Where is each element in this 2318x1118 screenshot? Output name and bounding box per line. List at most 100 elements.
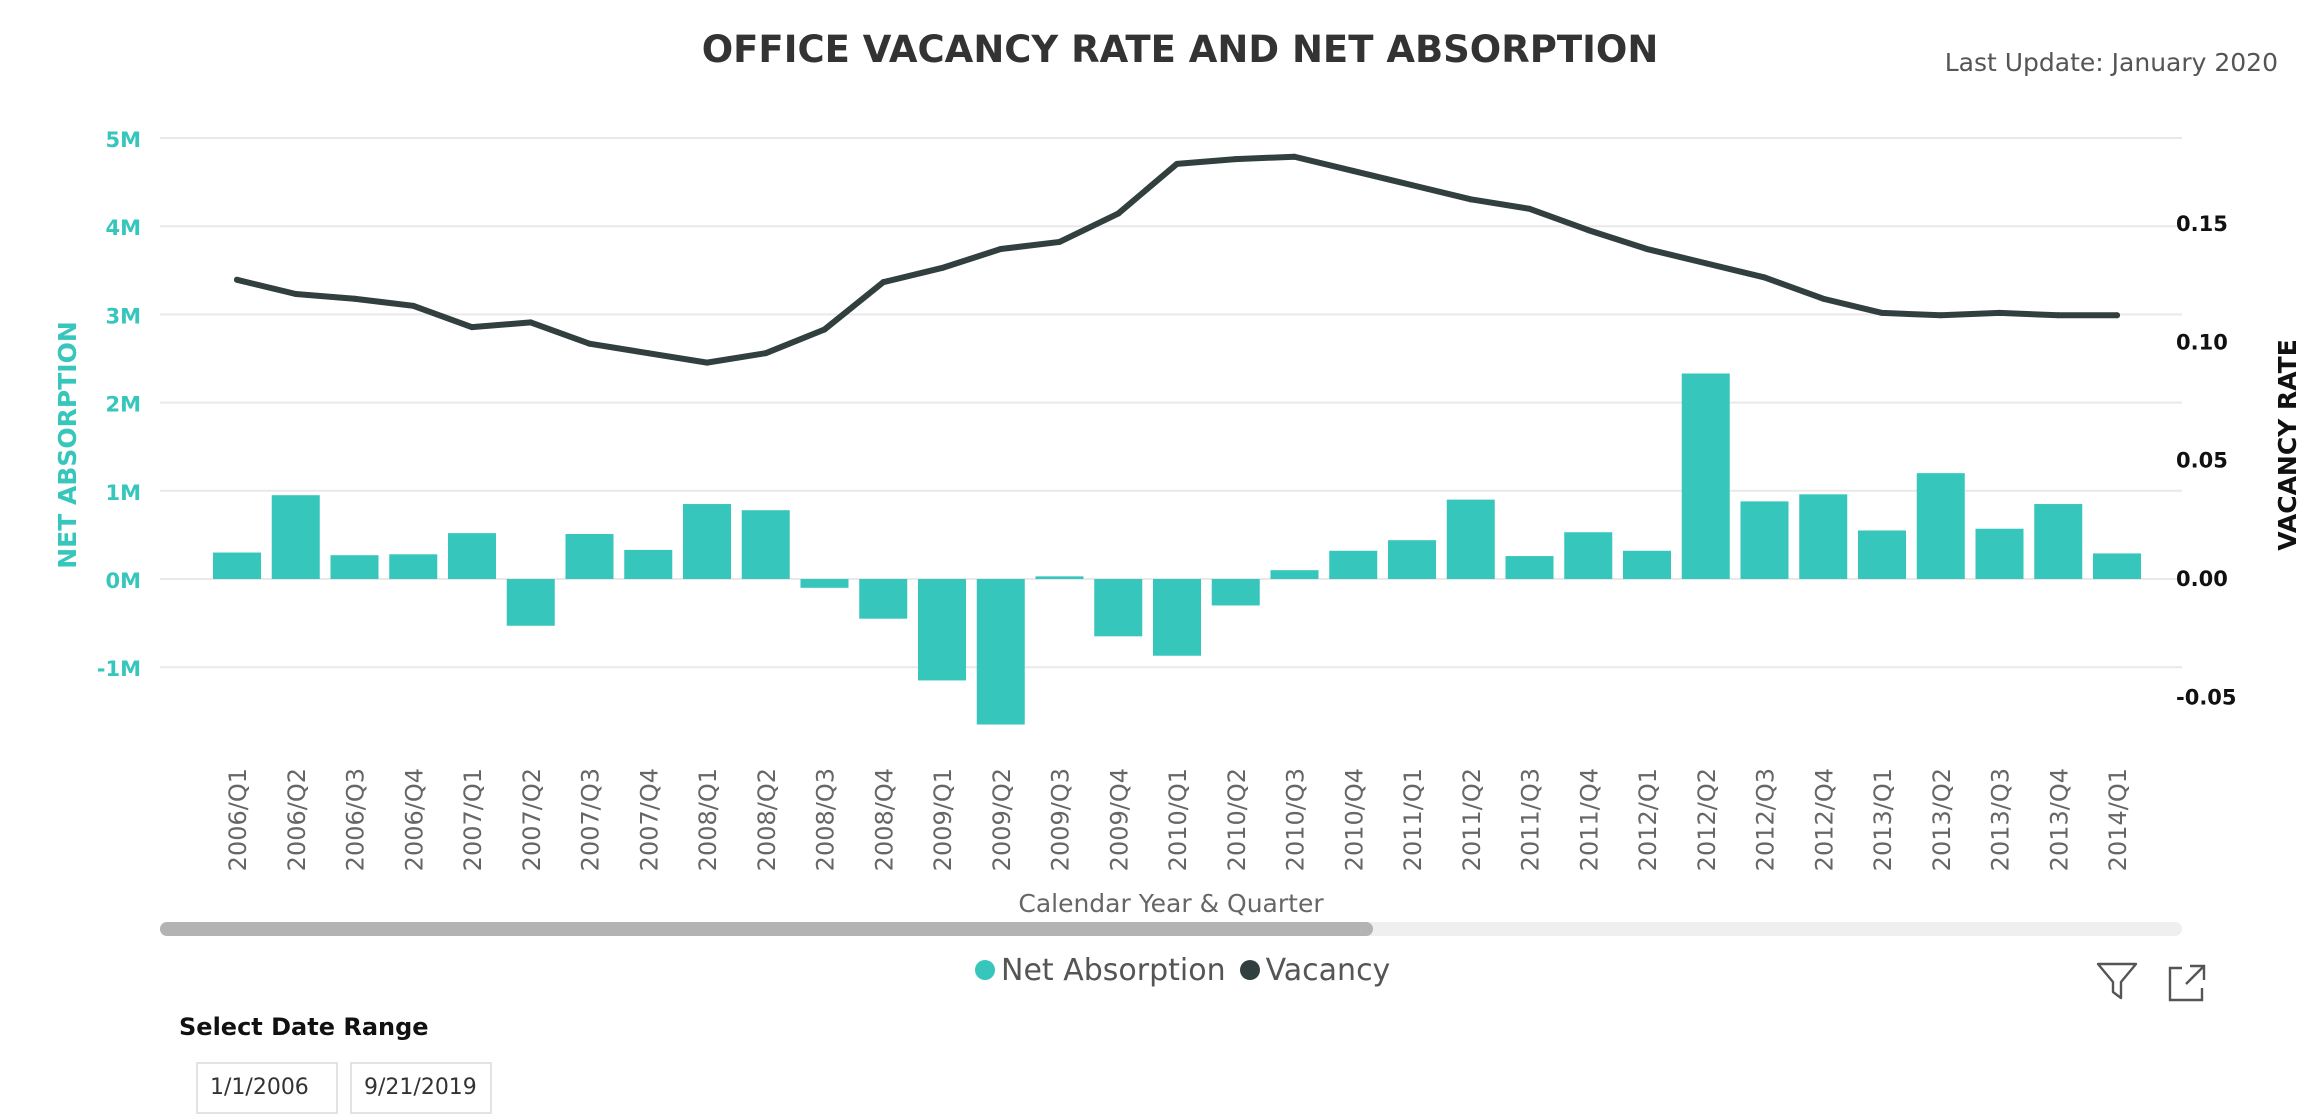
x-tick-label: 2014/Q1 (2104, 768, 2132, 871)
vacancy-point[interactable] (1996, 309, 2003, 316)
x-tick-label: 2008/Q4 (870, 768, 898, 871)
vacancy-line[interactable] (234, 153, 2120, 366)
vacancy-point[interactable] (1585, 227, 1592, 234)
bar-net-absorption-2006-q1[interactable] (213, 552, 261, 579)
legend-item-net-absorption[interactable]: Net Absorption (975, 953, 1226, 988)
bar-net-absorption-2011-q2[interactable] (1446, 499, 1495, 579)
bar-net-absorption-2008-q3[interactable] (800, 579, 849, 588)
x-tick-label: 2010/Q2 (1223, 768, 1251, 871)
bar-net-absorption-2007-q4[interactable] (624, 549, 673, 579)
x-tick-label: 2009/Q4 (1105, 768, 1133, 871)
y-axis-title-left: NET ABSORPTION (53, 321, 82, 569)
vacancy-point[interactable] (1702, 260, 1709, 267)
bar-net-absorption-2012-q1[interactable] (1623, 550, 1671, 579)
vacancy-point[interactable] (762, 350, 769, 357)
vacancy-point[interactable] (1467, 196, 1474, 203)
vacancy-point[interactable] (1350, 167, 1357, 174)
vacancy-point[interactable] (1644, 246, 1650, 253)
bar-net-absorption-2009-q4[interactable] (1094, 579, 1143, 637)
bar-net-absorption-2013-q4[interactable] (2034, 504, 2083, 579)
bar-net-absorption-2014-q1[interactable] (2093, 553, 2141, 579)
vacancy-line-layer (234, 153, 2120, 366)
bar-net-absorption-2008-q2[interactable] (741, 510, 790, 579)
legend-dot-net-absorption (975, 960, 995, 980)
bar-net-absorption-2007-q2[interactable] (506, 579, 555, 626)
y-tick-label-left: 2M (105, 393, 141, 417)
vacancy-point[interactable] (1232, 156, 1239, 163)
x-tick-label: 2013/Q2 (1928, 768, 1956, 871)
bar-net-absorption-2011-q4[interactable] (1564, 532, 1613, 579)
bar-net-absorption-2007-q3[interactable] (565, 534, 614, 579)
vacancy-point[interactable] (292, 291, 299, 297)
focus-mode-icon[interactable] (2166, 962, 2212, 1008)
vacancy-point[interactable] (469, 324, 475, 331)
legend-label: Net Absorption (1001, 952, 1226, 988)
x-tick-label: 2008/Q2 (753, 768, 781, 871)
vacancy-point[interactable] (1820, 295, 1827, 302)
vacancy-point[interactable] (939, 264, 945, 271)
y-tick-label-right: -0.05 (2176, 685, 2237, 709)
scrollbar-thumb[interactable] (160, 922, 1374, 936)
vacancy-point[interactable] (2114, 312, 2120, 319)
vacancy-point[interactable] (1291, 153, 1298, 160)
y-tick-label-left: 1M (105, 481, 141, 505)
bar-net-absorption-2010-q4[interactable] (1329, 550, 1378, 579)
vacancy-point[interactable] (1526, 205, 1533, 212)
vacancy-point[interactable] (1174, 160, 1180, 167)
filter-icon[interactable] (2094, 958, 2140, 1004)
vacancy-point[interactable] (1056, 238, 1063, 245)
bar-net-absorption-2011-q1[interactable] (1388, 540, 1436, 579)
vacancy-point[interactable] (645, 350, 652, 357)
vacancy-point[interactable] (351, 295, 358, 302)
vacancy-point[interactable] (234, 276, 240, 283)
vacancy-point[interactable] (1115, 210, 1122, 217)
x-tick-label: 2007/Q2 (518, 768, 546, 871)
bar-net-absorption-2009-q3[interactable] (1035, 576, 1084, 579)
bar-net-absorption-2010-q3[interactable] (1270, 570, 1319, 579)
vacancy-point[interactable] (586, 340, 593, 347)
bar-net-absorption-2006-q2[interactable] (271, 495, 320, 579)
vacancy-point[interactable] (704, 359, 710, 366)
horizontal-scrollbar[interactable] (160, 922, 2182, 936)
vacancy-point[interactable] (2055, 312, 2062, 319)
bar-net-absorption-2012-q4[interactable] (1799, 494, 1848, 579)
bar-net-absorption-2007-q1[interactable] (448, 533, 496, 579)
bar-net-absorption-2010-q2[interactable] (1211, 579, 1260, 606)
x-tick-label: 2011/Q1 (1399, 768, 1427, 871)
vacancy-point[interactable] (410, 302, 417, 309)
bar-net-absorption-2008-q1[interactable] (683, 504, 731, 579)
bar-net-absorption-2010-q1[interactable] (1153, 579, 1201, 656)
bar-net-absorption-2011-q3[interactable] (1505, 556, 1554, 579)
vacancy-point[interactable] (1879, 309, 1885, 316)
x-axis-title: Calendar Year & Quarter (1018, 889, 1324, 918)
vacancy-point[interactable] (821, 326, 828, 333)
end-date-input[interactable]: 9/21/2019 (350, 1062, 492, 1114)
bar-net-absorption-2006-q4[interactable] (389, 554, 438, 579)
bar-net-absorption-2012-q2[interactable] (1681, 373, 1730, 579)
vacancy-point[interactable] (527, 319, 534, 326)
x-tick-label: 2012/Q2 (1693, 768, 1721, 871)
y-axis-title-right: VACANCY RATE (2273, 339, 2302, 551)
x-tick-label: 2010/Q3 (1282, 768, 1310, 871)
legend-item-vacancy[interactable]: Vacancy (1239, 953, 1390, 988)
y-tick-label-left: 4M (105, 216, 141, 240)
bar-net-absorption-2006-q3[interactable] (330, 555, 379, 579)
x-tick-label: 2007/Q1 (459, 768, 487, 871)
x-tick-label: 2010/Q1 (1164, 768, 1192, 871)
x-tick-label: 2006/Q1 (224, 768, 252, 871)
bar-net-absorption-2013-q2[interactable] (1916, 473, 1965, 579)
vacancy-point[interactable] (1937, 312, 1944, 319)
bar-net-absorption-2013-q3[interactable] (1975, 528, 2024, 579)
x-tick-label: 2011/Q4 (1575, 768, 1603, 871)
vacancy-point[interactable] (997, 246, 1004, 253)
vacancy-point[interactable] (1761, 274, 1768, 281)
bar-net-absorption-2009-q2[interactable] (976, 579, 1025, 725)
chart-title: OFFICE VACANCY RATE AND NET ABSORPTION (701, 28, 1659, 71)
bar-net-absorption-2009-q1[interactable] (918, 579, 966, 681)
bar-net-absorption-2012-q3[interactable] (1740, 501, 1789, 579)
vacancy-point[interactable] (1409, 182, 1415, 189)
bar-net-absorption-2008-q4[interactable] (859, 579, 908, 619)
vacancy-point[interactable] (880, 279, 887, 286)
start-date-input[interactable]: 1/1/2006 (196, 1062, 338, 1114)
bar-net-absorption-2013-q1[interactable] (1858, 530, 1906, 579)
